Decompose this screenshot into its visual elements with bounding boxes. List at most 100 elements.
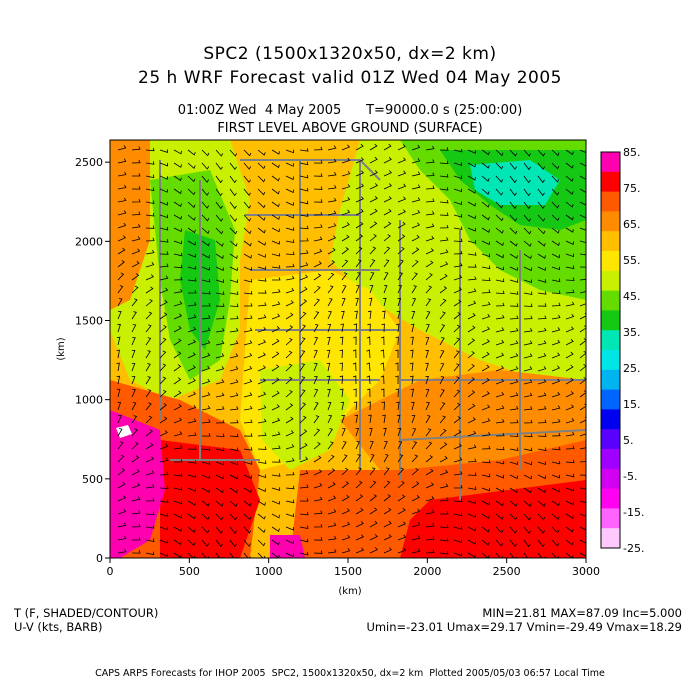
wind-barb (425, 523, 435, 528)
wind-barb (509, 240, 518, 247)
wind-barb (313, 469, 322, 476)
wind-barb (257, 227, 266, 234)
wind-barb (201, 352, 211, 359)
wind-barb (397, 507, 406, 515)
wind-barb (257, 365, 266, 372)
wind-barb (285, 188, 294, 194)
wind-barb (285, 350, 293, 359)
wind-barb (285, 201, 294, 206)
wind-barb (537, 474, 546, 480)
wind-barb (327, 324, 332, 333)
wind-barb (353, 388, 357, 398)
wind-barb (523, 175, 531, 184)
wind-barb (187, 446, 197, 450)
wind-barb (355, 441, 361, 450)
wind-barb (229, 539, 237, 548)
wind-barb (369, 221, 378, 229)
wind-barb (551, 378, 561, 385)
wind-barb (355, 494, 364, 502)
wind-barb (299, 363, 306, 372)
wind-barb (271, 175, 280, 182)
wind-barb (327, 535, 337, 541)
wind-barb (439, 455, 448, 463)
wind-barb (495, 474, 504, 479)
wind-barb (285, 416, 294, 424)
wind-barb (116, 336, 121, 346)
wind-barb (565, 149, 574, 156)
wind-barb (439, 298, 447, 307)
wind-barb (383, 157, 392, 164)
wind-barb (383, 183, 392, 190)
wind-barb (355, 507, 364, 515)
wind-barb (551, 175, 560, 183)
wind-barb (565, 377, 574, 385)
wind-barb (467, 458, 477, 463)
colorbar-swatch (601, 508, 620, 529)
wind-barb (537, 379, 547, 385)
wind-barb (523, 379, 533, 385)
wind-barb (495, 214, 504, 222)
wind-barb (271, 162, 280, 169)
wind-barb (187, 214, 196, 221)
wind-barb (215, 315, 225, 320)
wind-barb (341, 454, 348, 463)
wind-barb (439, 442, 448, 450)
colorbar-label: 75. (623, 182, 641, 195)
wind-barb (257, 339, 267, 346)
wind-barb (537, 175, 545, 184)
wind-barb (369, 520, 378, 528)
wind-barb (313, 146, 323, 151)
wind-barb (173, 417, 183, 424)
wind-barb (523, 253, 532, 260)
wind-barb (509, 253, 518, 259)
wind-barb (579, 201, 586, 206)
wind-barb (509, 392, 519, 398)
colorbar-frame (600, 151, 621, 549)
wind-barb (537, 327, 547, 333)
wind-barb (299, 389, 306, 398)
wind-barb (229, 447, 239, 452)
wind-barb (369, 196, 378, 203)
wind-barb (243, 365, 253, 372)
wind-barb (579, 149, 586, 154)
colorbar-swatch (601, 528, 620, 549)
y-axis-ticks: 0 500 1000 1500 2000 2500 (75, 156, 110, 565)
wind-barb (201, 526, 210, 534)
wind-barb (425, 536, 435, 541)
wind-barb (481, 513, 490, 519)
wind-barb (159, 485, 169, 489)
wind-barb (425, 415, 431, 424)
wind-barb (579, 363, 586, 372)
wind-barb (579, 240, 586, 244)
wind-barb (341, 272, 348, 281)
wind-barb (201, 266, 210, 271)
wind-barb (257, 487, 266, 493)
wind-barb (495, 419, 505, 424)
wind-barb (173, 431, 183, 437)
wind-barb (425, 441, 433, 450)
wind-barb (425, 172, 435, 177)
wind-barb (145, 249, 155, 255)
wind-barb (523, 433, 533, 438)
wind-barb (509, 162, 517, 170)
wind-barb (257, 149, 266, 156)
wind-barb (565, 240, 574, 246)
wind-barb (395, 388, 399, 398)
wind-barb (397, 234, 406, 242)
wind-barb (439, 249, 449, 255)
wind-barb (551, 314, 561, 320)
wind-barb (383, 259, 390, 268)
wind-barb (537, 188, 545, 197)
wind-barb (453, 299, 462, 307)
wind-barb (145, 262, 155, 268)
wind-barb (257, 418, 267, 424)
wind-barb (495, 500, 504, 507)
wind-barb (509, 405, 519, 411)
wind-barb (383, 480, 391, 489)
wind-barb (411, 222, 421, 229)
wind-barb (495, 552, 504, 558)
wind-barb (355, 143, 364, 151)
wind-barb (131, 298, 138, 307)
wind-barb (229, 266, 238, 272)
wind-barb (243, 419, 253, 424)
